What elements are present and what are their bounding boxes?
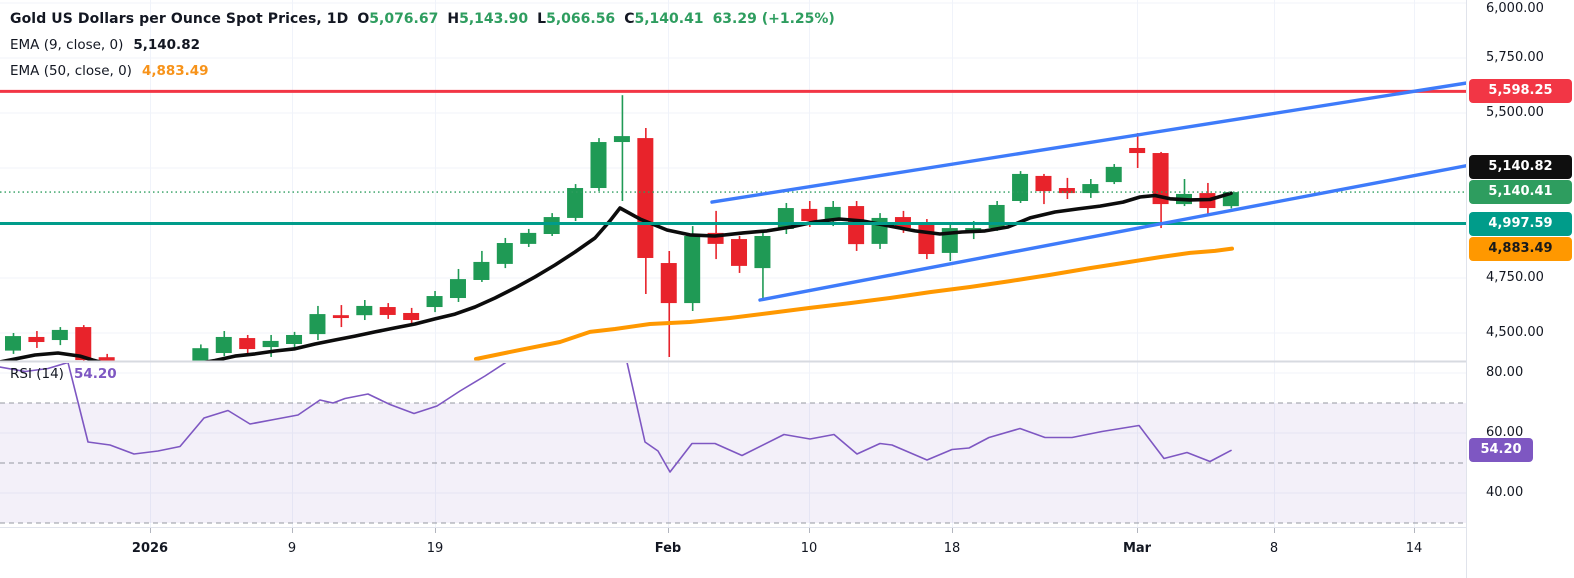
- time-axis-label: 9: [287, 541, 297, 556]
- candle: [426, 290, 443, 313]
- candle: [176, 361, 179, 362]
- time-axis-label: Feb: [654, 541, 682, 556]
- time-axis-tick: [809, 528, 810, 533]
- candle: [684, 226, 701, 311]
- channel-upper-line[interactable]: [710, 81, 1466, 204]
- candle: [1105, 164, 1122, 185]
- candle: [918, 219, 935, 260]
- axis-corner: [1466, 528, 1574, 578]
- time-axis-label: 10: [800, 541, 818, 556]
- candle: [122, 362, 138, 373]
- candle: [590, 138, 607, 192]
- candle: [356, 300, 373, 321]
- rsi-band: [0, 402, 1466, 524]
- time-axis-tick: [292, 528, 293, 533]
- price-axis[interactable]: 6,000.00 5,750.00 5,500.00 4,750.00 4,500.00…: [1466, 0, 1574, 528]
- price-axis-label: 5,750.00: [1486, 50, 1544, 65]
- price-label-badge: 4,997.59: [1469, 211, 1572, 236]
- rsi-axis-label: 60.00: [1486, 425, 1524, 440]
- candle: [660, 250, 677, 357]
- price-label-badge: 4,883.49: [1469, 236, 1572, 261]
- candle: [239, 334, 256, 355]
- candle: [941, 223, 958, 262]
- price-label-badge: 5,140.41: [1469, 180, 1572, 204]
- candle: [332, 305, 349, 328]
- time-axis-label: 18: [943, 541, 961, 556]
- price-label-badge: 5,598.25: [1469, 79, 1572, 104]
- candles-layer: [5, 95, 1239, 373]
- candle: [1012, 171, 1029, 203]
- price-label-badge: 54.20: [1469, 438, 1533, 463]
- candle: [1082, 179, 1099, 198]
- candle: [637, 127, 654, 295]
- ema9-line: [0, 191, 1233, 362]
- time-axis-tick: [435, 528, 436, 533]
- chart-canvas[interactable]: Gold US Dollars per Ounce Spot Prices, 1…: [0, 0, 1466, 578]
- candle: [731, 235, 748, 273]
- candle: [1058, 177, 1075, 200]
- candle: [496, 237, 513, 269]
- candle: [28, 331, 45, 348]
- candle: [1035, 173, 1052, 205]
- price-axis-label: 6,000.00: [1486, 1, 1544, 16]
- time-axis-tick: [1414, 528, 1415, 533]
- candle: [215, 331, 232, 357]
- candle: [567, 184, 584, 222]
- candle: [613, 95, 630, 201]
- rsi-line: [0, 363, 1232, 473]
- pane-separator[interactable]: [0, 360, 1466, 363]
- time-axis-label: 19: [426, 541, 444, 556]
- candle: [379, 303, 396, 319]
- time-axis-label: Mar: [1122, 541, 1152, 556]
- candle: [192, 344, 209, 362]
- time-axis-tick: [668, 528, 669, 533]
- candle: [848, 201, 865, 251]
- channel-lower-line[interactable]: [758, 164, 1466, 302]
- candle: [51, 327, 68, 346]
- rsi-axis-label: 80.00: [1486, 365, 1524, 380]
- candle: [871, 213, 888, 249]
- candle: [286, 331, 303, 348]
- time-axis-tick: [1274, 528, 1275, 533]
- ema50-line: [474, 246, 1234, 361]
- time-axis[interactable]: 2026 9 19 Feb 10 18 Mar 8 14: [0, 528, 1466, 578]
- time-axis-tick: [150, 528, 151, 533]
- chart-plot-svg: [0, 0, 1466, 528]
- candle: [473, 250, 490, 282]
- time-axis-label: 14: [1405, 541, 1423, 556]
- candle: [309, 305, 326, 341]
- price-axis-label: 4,500.00: [1486, 325, 1544, 340]
- candle: [520, 228, 537, 247]
- candle: [1129, 133, 1146, 168]
- price-label-badge: 5,140.82: [1469, 155, 1572, 179]
- price-axis-label: 5,500.00: [1486, 105, 1544, 120]
- candle: [754, 230, 771, 301]
- candle: [146, 364, 162, 372]
- time-axis-label: 8: [1269, 541, 1279, 556]
- rsi-axis-label: 40.00: [1486, 485, 1524, 500]
- candle: [449, 268, 466, 302]
- time-axis-tick: [1137, 528, 1138, 533]
- candle: [5, 333, 21, 354]
- candle: [1152, 151, 1169, 229]
- price-axis-label: 4,750.00: [1486, 270, 1544, 285]
- time-axis-label: 2026: [131, 541, 169, 556]
- time-axis-tick: [952, 528, 953, 533]
